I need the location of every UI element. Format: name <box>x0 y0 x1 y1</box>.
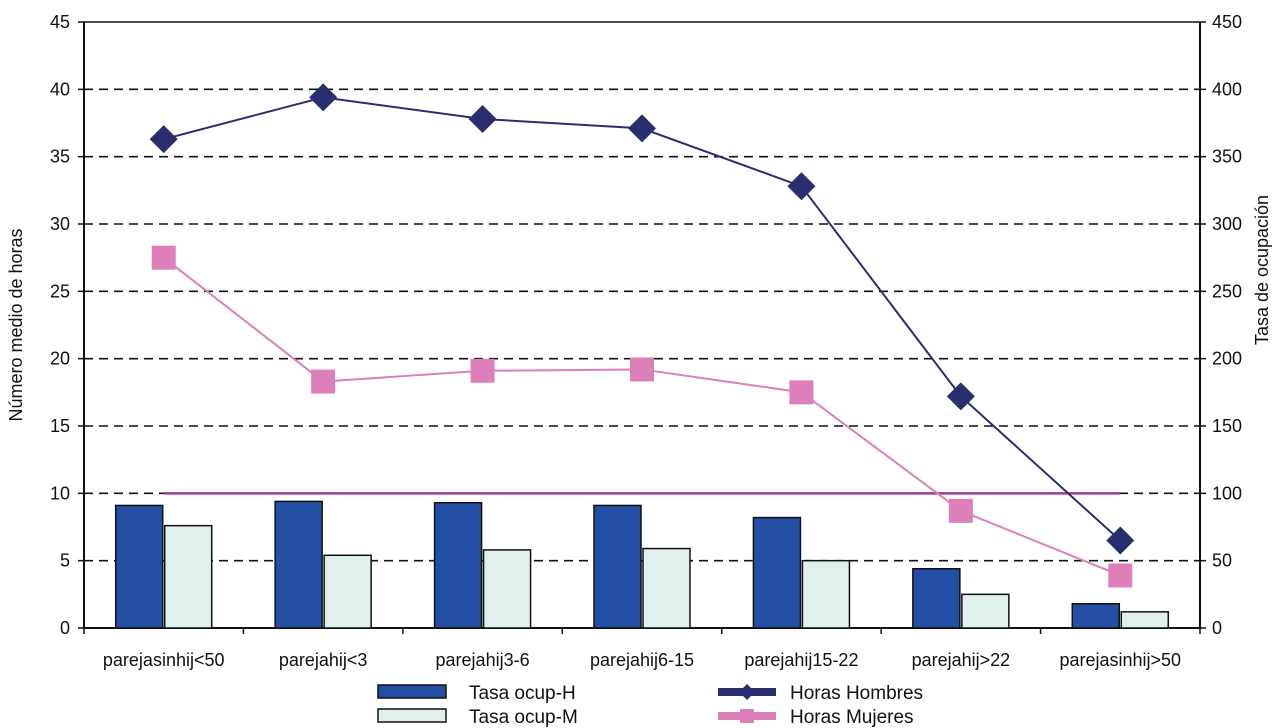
data-point <box>149 125 178 154</box>
bar <box>593 504 642 629</box>
plot-area <box>83 21 1201 629</box>
x-tick-label: parejahij3-6 <box>436 650 530 670</box>
x-tick-label: parejahij>22 <box>912 650 1011 670</box>
data-point <box>470 358 495 383</box>
bar <box>114 504 164 629</box>
legend-label: Horas Hombres <box>790 683 923 704</box>
x-tick-label: parejahij6-15 <box>590 650 694 670</box>
y-axis-label-left: Número medio de horas <box>6 228 26 421</box>
legend-swatch <box>377 684 447 699</box>
series-lines <box>149 83 1135 588</box>
bar <box>163 524 213 629</box>
data-point <box>630 357 654 382</box>
bar <box>274 500 323 629</box>
bar <box>1120 611 1170 629</box>
y-tick-label-left: 35 <box>50 147 70 167</box>
y-tick-label-right: 200 <box>1212 349 1242 369</box>
x-tick-label: parejasinhij>50 <box>1059 650 1181 670</box>
y-axis-label-right: Tasa de ocupación <box>1252 195 1272 345</box>
legend-label: Horas Mujeres <box>790 707 914 728</box>
legend-label: Tasa ocup-H <box>469 683 576 704</box>
bar <box>912 567 961 629</box>
right-axis: 0 50 100 150 200 250 300 350 400 450 <box>1200 12 1242 638</box>
x-tick-label: parejasinhij<50 <box>103 650 225 670</box>
data-point <box>789 380 814 405</box>
data-point <box>1106 526 1135 555</box>
bar <box>961 593 1010 629</box>
bar <box>323 554 372 629</box>
x-axis: parejasinhij<50 parejahij<3 parejahij3-6 pa… <box>83 628 1201 670</box>
bar <box>433 502 483 629</box>
bar <box>752 516 802 629</box>
y-tick-label-right: 350 <box>1212 147 1242 167</box>
x-tick-label: parejahij15-22 <box>744 650 858 670</box>
y-tick-label-left: 45 <box>50 12 70 32</box>
y-tick-label-right: 250 <box>1212 281 1242 301</box>
y-tick-label-left: 0 <box>60 618 70 638</box>
data-point <box>311 369 336 394</box>
legend-label: Tasa ocup-M <box>469 707 578 728</box>
y-tick-label-right: 150 <box>1212 416 1242 436</box>
bar <box>1071 603 1121 629</box>
y-tick-label-right: 100 <box>1212 483 1242 503</box>
data-point <box>948 498 973 523</box>
series-line <box>163 96 1121 542</box>
data-point <box>628 114 656 143</box>
data-point <box>946 382 975 411</box>
bar <box>801 559 851 629</box>
bar <box>482 549 532 629</box>
y-tick-label-left: 5 <box>60 551 70 571</box>
legend-marker <box>739 684 755 700</box>
data-point <box>151 245 176 270</box>
left-axis: 0 5 10 15 20 25 30 35 40 45 <box>50 12 84 638</box>
y-tick-label-right: 400 <box>1212 79 1242 99</box>
y-tick-label-left: 10 <box>50 483 70 503</box>
legend-marker <box>740 709 754 723</box>
y-tick-label-right: 450 <box>1212 12 1242 32</box>
legend-swatch <box>377 708 447 723</box>
y-tick-label-left: 40 <box>50 79 70 99</box>
legend: Tasa ocup-H Tasa ocup-M Horas Hombres Horas… <box>377 683 923 728</box>
y-tick-label-right: 0 <box>1212 618 1222 638</box>
bars <box>114 500 1170 629</box>
data-point <box>309 83 338 112</box>
data-point <box>787 172 816 201</box>
data-point <box>468 104 497 133</box>
y-tick-label-left: 15 <box>50 416 70 436</box>
y-tick-label-left: 30 <box>50 214 70 234</box>
bar <box>642 547 691 629</box>
data-point <box>1108 563 1133 588</box>
y-tick-label-right: 300 <box>1212 214 1242 234</box>
y-tick-label-left: 20 <box>50 349 70 369</box>
y-tick-label-left: 25 <box>50 281 70 301</box>
y-tick-label-right: 50 <box>1212 551 1232 571</box>
x-tick-label: parejahij<3 <box>279 650 368 670</box>
